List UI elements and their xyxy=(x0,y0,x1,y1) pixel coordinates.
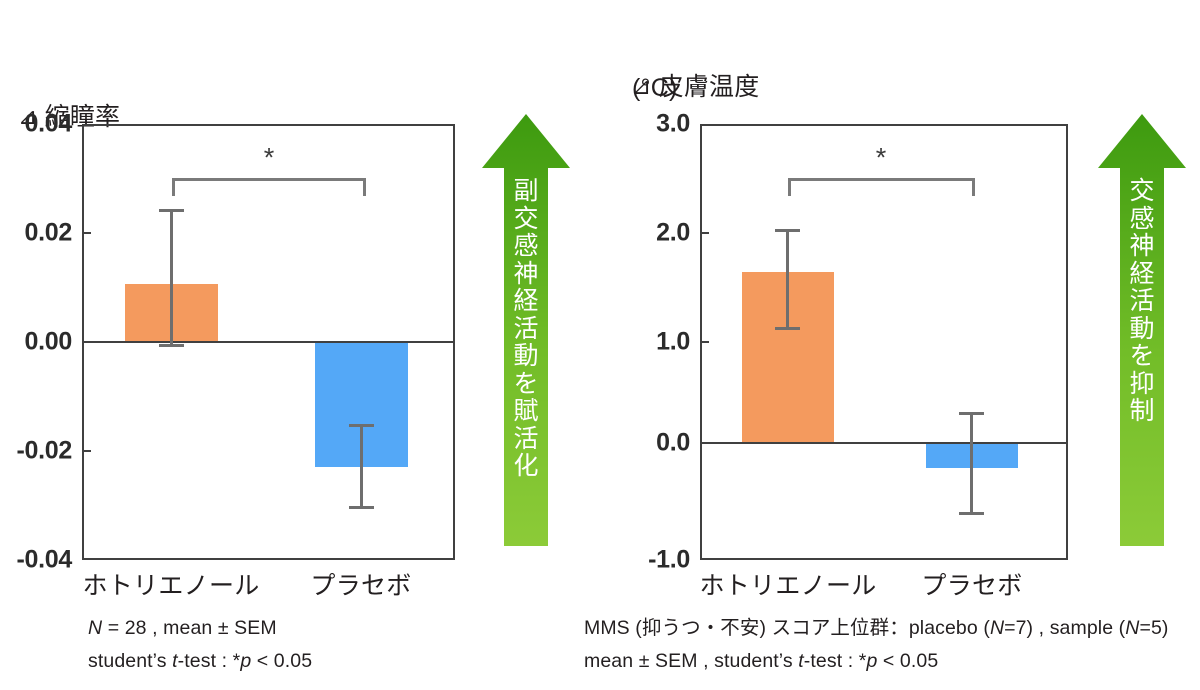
y-axis-title-skin-temperature: ⊿ 皮膚温度 xyxy=(632,42,759,103)
caption-line-2-miosis: student’s t-test : *p < 0.05 xyxy=(88,645,312,678)
up-arrow-icon xyxy=(1098,114,1186,546)
caption-line-1-a: MMS (抑うつ・不安) スコア上位群：placebo ( xyxy=(584,617,990,639)
caption-line-2-c: < 0.05 xyxy=(251,650,313,672)
x-axis-label-placebo-skin-temperature: プラセボ xyxy=(921,572,1023,600)
tick-mark-1.0 xyxy=(700,341,709,343)
chart-panel-skin-temperature: ⊿ 皮膚温度 (°C) 3.0 2.0 1.0 0.0 -1.0 * ホトリエノ… xyxy=(584,0,1200,690)
y-tick-label-1.0: 1.0 xyxy=(656,327,690,356)
delta-symbol-icon: ⊿ xyxy=(18,104,38,130)
caption-n-symbol-2: N xyxy=(1125,617,1140,639)
delta-symbol-icon: ⊿ xyxy=(632,74,652,100)
error-bar-cap-lower-placebo-miosis xyxy=(349,506,374,509)
y-tick-label-0.04: 0.04 xyxy=(24,109,73,138)
error-bar-cap-lower-hotrienol-skin-temperature xyxy=(775,327,800,330)
caption-t-symbol: t xyxy=(172,650,178,672)
y-tick-label-2.0: 2.0 xyxy=(656,218,690,247)
significance-bracket-miosis xyxy=(172,178,366,196)
error-bar-stem-placebo-miosis xyxy=(360,424,363,509)
y-tick-label-3.0: 3.0 xyxy=(656,109,690,138)
significance-star-miosis: * xyxy=(263,142,275,173)
y-tick-label--0.02: -0.02 xyxy=(16,436,73,465)
annotation-arrow-label-parasympathetic: 副交感神経活動を賦活化 xyxy=(513,177,539,480)
x-axis-label-placebo-miosis: プラセボ xyxy=(310,572,412,600)
caption-line-1-skin-temperature: MMS (抑うつ・不安) スコア上位群：placebo (N=7) , samp… xyxy=(584,612,1169,645)
error-bar-stem-hotrienol-skin-temperature xyxy=(786,229,789,330)
chart-panel-miosis-rate: ⊿ 縮瞳率 0.04 0.02 0.00 -0.02 -0.04 * ホトリエノ… xyxy=(16,103,572,678)
y-axis-title-text: 皮膚温度 xyxy=(651,73,760,101)
x-axis-label-hotrienol-miosis: ホトリエノール xyxy=(82,572,260,600)
caption-t-symbol: t xyxy=(798,650,804,672)
y-tick-label--0.04: -0.04 xyxy=(16,545,73,574)
up-arrow-icon xyxy=(482,114,570,546)
tick-mark-2.0 xyxy=(700,232,709,234)
y-tick-label-0.00: 0.00 xyxy=(24,327,73,356)
caption-line-1-rest: = 28 , mean ± SEM xyxy=(102,617,277,639)
zero-baseline-miosis xyxy=(82,341,455,343)
tick-mark-0.02 xyxy=(82,232,91,234)
caption-p-symbol: p xyxy=(866,650,878,672)
caption-line-2-b: -test : * xyxy=(803,650,867,672)
caption-line-1-b: =7) , sample ( xyxy=(1004,617,1126,639)
caption-line-1-c: =5) xyxy=(1139,617,1169,639)
caption-line-2-c: < 0.05 xyxy=(877,650,939,672)
caption-n-symbol-1: N xyxy=(989,617,1005,639)
y-tick-label-0.0: 0.0 xyxy=(656,428,690,457)
y-axis-unit-skin-temperature: (°C) xyxy=(632,74,678,102)
significance-star-skin-temperature: * xyxy=(875,142,887,173)
zero-baseline-skin-temperature xyxy=(700,442,1068,444)
tick-mark--0.02 xyxy=(82,450,91,452)
error-bar-cap-upper-hotrienol-miosis xyxy=(159,209,184,212)
caption-line-2-a: mean ± SEM , student’s xyxy=(584,650,799,672)
error-bar-cap-lower-placebo-skin-temperature xyxy=(959,512,984,515)
annotation-arrow-sympathetic: 交感神経活動を抑制 xyxy=(1096,110,1188,550)
caption-line-2-a: student’s xyxy=(88,650,173,672)
error-bar-stem-hotrienol-miosis xyxy=(170,209,173,347)
error-bar-cap-upper-hotrienol-skin-temperature xyxy=(775,229,800,232)
y-tick-label-0.02: 0.02 xyxy=(24,218,73,247)
x-axis-label-hotrienol-skin-temperature: ホトリエノール xyxy=(699,572,877,600)
caption-line-2-skin-temperature: mean ± SEM , student’s t-test : *p < 0.0… xyxy=(584,645,938,678)
caption-p-symbol: p xyxy=(240,650,252,672)
error-bar-cap-upper-placebo-skin-temperature xyxy=(959,412,984,415)
annotation-arrow-parasympathetic: 副交感神経活動を賦活化 xyxy=(480,110,572,550)
annotation-arrow-label-sympathetic: 交感神経活動を抑制 xyxy=(1129,177,1155,425)
caption-n-symbol: N xyxy=(88,617,103,639)
y-tick-label--1.0: -1.0 xyxy=(648,545,690,574)
caption-line-1-miosis: N = 28 , mean ± SEM xyxy=(88,612,277,645)
significance-bracket-skin-temperature xyxy=(788,178,975,196)
error-bar-cap-lower-hotrienol-miosis xyxy=(159,344,184,347)
error-bar-cap-upper-placebo-miosis xyxy=(349,424,374,427)
error-bar-stem-placebo-skin-temperature xyxy=(970,412,973,515)
caption-line-2-b: -test : * xyxy=(177,650,241,672)
